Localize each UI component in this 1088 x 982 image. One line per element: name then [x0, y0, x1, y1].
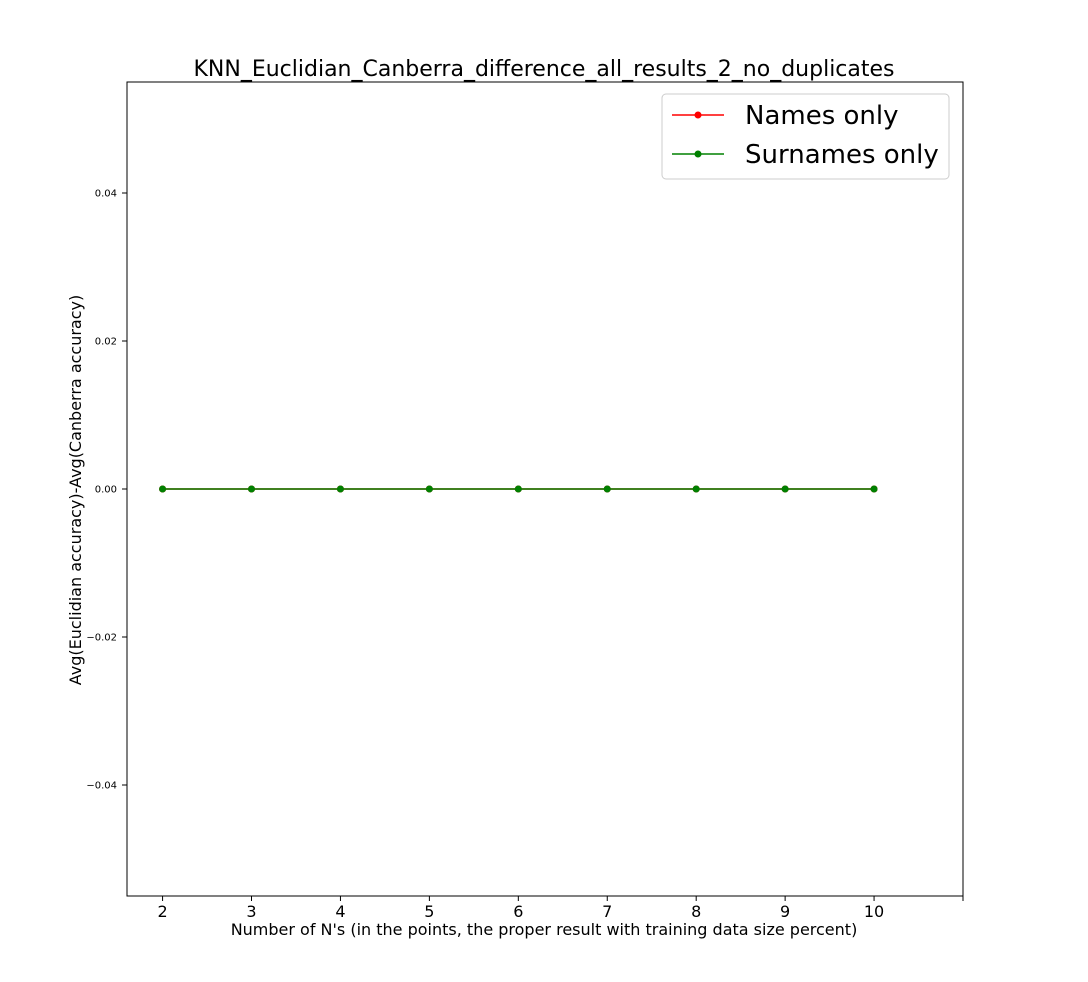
x-tick-label: 10 — [864, 902, 884, 921]
y-tick-label: 0.00 — [95, 485, 117, 496]
data-point — [781, 485, 789, 493]
legend-box — [661, 93, 950, 180]
y-tick-label: −0.04 — [86, 781, 117, 792]
x-tick-label: 9 — [780, 902, 790, 921]
data-point — [159, 485, 167, 493]
x-tick-label: 7 — [602, 902, 612, 921]
y-tick-label: −0.02 — [86, 633, 117, 644]
x-tick-label: 3 — [246, 902, 256, 921]
chart-title: KNN_Euclidian_Canberra_difference_all_re… — [193, 57, 894, 82]
x-axis-label: Number of N's (in the points, the proper… — [231, 920, 858, 939]
y-tick-label: 0.02 — [95, 337, 117, 348]
legend-marker-icon — [694, 111, 702, 119]
legend-label: Surnames only — [745, 140, 939, 170]
data-point — [692, 485, 700, 493]
x-tick-label: 5 — [424, 902, 434, 921]
data-point — [336, 485, 344, 493]
x-tick-label: 4 — [335, 902, 345, 921]
legend-label: Names only — [745, 101, 899, 131]
legend-item: Names only — [672, 101, 899, 131]
data-point — [248, 485, 256, 493]
y-axis-label: Avg(Euclidian accuracy)-Avg(Canberra acc… — [66, 295, 85, 685]
y-tick-label: 0.04 — [95, 189, 117, 200]
legend: Names only Surnames only — [661, 93, 950, 180]
data-point — [603, 485, 611, 493]
series-layer — [159, 485, 878, 493]
data-point — [425, 485, 433, 493]
legend-item: Surnames only — [672, 140, 939, 170]
x-tick-label: 6 — [513, 902, 523, 921]
axes: 2 3 4 5 6 7 8 9 10 −0.04 −0.02 0.00 0.02 0.04 — [86, 189, 964, 921]
series-2 — [159, 485, 878, 493]
legend-marker-icon — [694, 150, 702, 158]
x-tick-label: 2 — [157, 902, 167, 921]
data-point — [514, 485, 522, 493]
data-point — [870, 485, 878, 493]
x-tick-label: 8 — [691, 902, 701, 921]
